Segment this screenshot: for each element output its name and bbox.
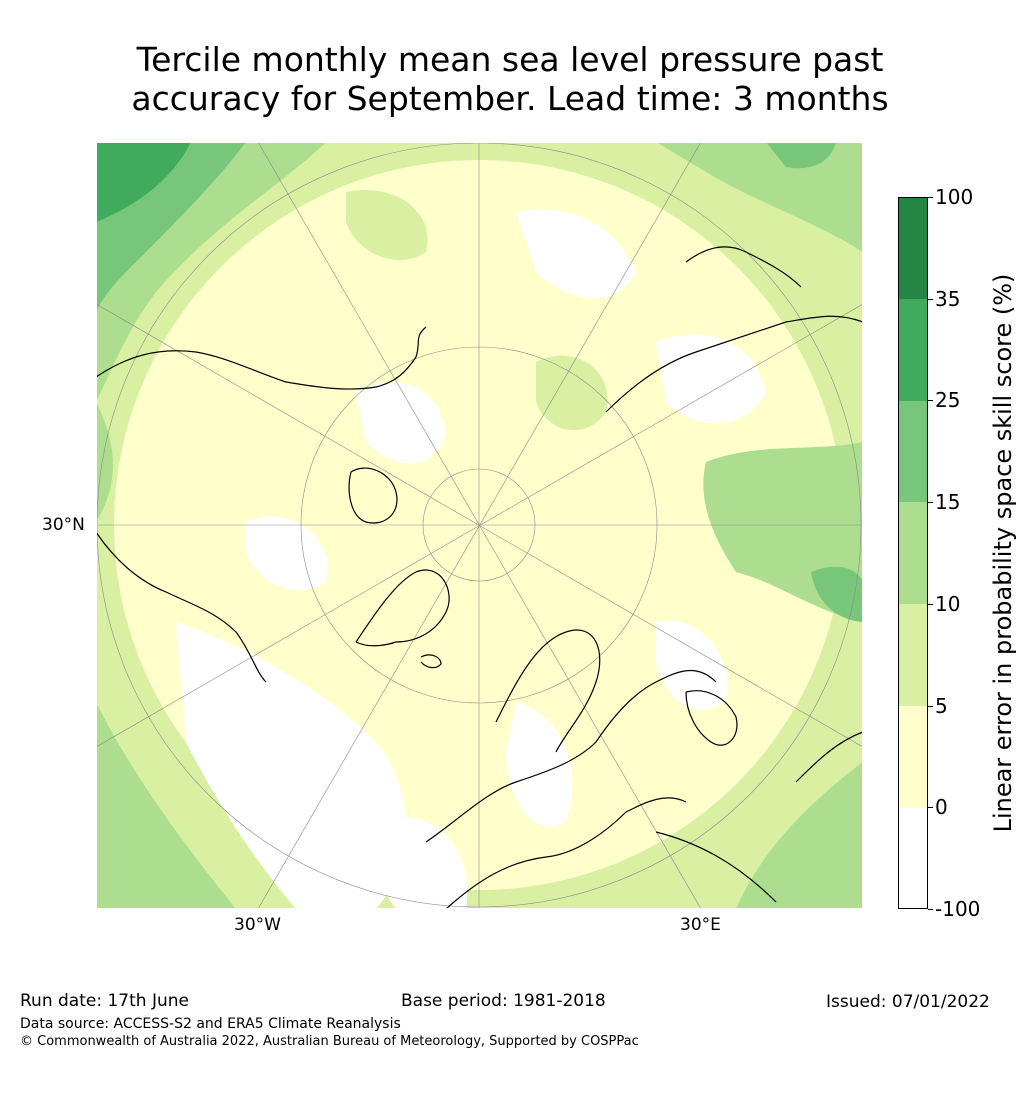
coast-asia-north bbox=[685, 246, 802, 288]
skill-negative-arctic bbox=[356, 382, 446, 464]
colorbar-tick-label: 0 bbox=[935, 795, 948, 819]
skill-negative-central-asia bbox=[656, 620, 728, 710]
title-line-1: Tercile monthly mean sea level pressure … bbox=[136, 40, 884, 79]
coast-greenland bbox=[355, 569, 450, 647]
skill-25-35-nw-region bbox=[96, 142, 191, 222]
skill-10-15-ne-region bbox=[656, 142, 863, 252]
polar-map bbox=[96, 142, 863, 909]
colorbar-border bbox=[898, 197, 928, 909]
coast-north-america-east bbox=[96, 531, 267, 683]
map-svg bbox=[96, 142, 863, 909]
skill-10-15-se-region bbox=[736, 642, 863, 909]
colorbar-tick-label: 25 bbox=[935, 388, 961, 412]
base-period: Base period: 1981-2018 bbox=[401, 991, 606, 1011]
colorbar-tick bbox=[928, 400, 933, 401]
issued-date: Issued: 07/01/2022 bbox=[826, 992, 990, 1012]
colorbar-tick-label: 10 bbox=[935, 592, 961, 616]
title-line-2: accuracy for September. Lead time: 3 mon… bbox=[131, 79, 889, 118]
coast-mediterranean bbox=[445, 797, 687, 909]
colorbar-tick bbox=[928, 807, 933, 808]
colorbar-tick-label: 5 bbox=[935, 694, 948, 718]
colorbar-tick-label: 100 bbox=[935, 185, 974, 209]
colorbar-tick bbox=[928, 604, 933, 605]
lon-label-30e: 30°E bbox=[680, 915, 721, 935]
coast-caspian bbox=[685, 690, 738, 746]
coast-scandinavia bbox=[495, 629, 601, 753]
coast-east-asia bbox=[795, 731, 863, 783]
data-source: Data source: ACCESS-S2 and ERA5 Climate … bbox=[20, 1016, 401, 1032]
colorbar bbox=[898, 197, 928, 910]
coast-alaska-canada bbox=[96, 326, 427, 390]
colorbar-segment bbox=[898, 298, 928, 401]
skill-10-15-west-region bbox=[96, 402, 113, 522]
map-edge bbox=[96, 142, 863, 909]
skill-5-10-north-patch bbox=[346, 190, 428, 261]
colorbar-segment bbox=[898, 603, 928, 706]
colorbar-segment bbox=[898, 502, 928, 605]
skill-negative-europe bbox=[506, 702, 573, 828]
colorbar-tick bbox=[928, 299, 933, 300]
colorbar-tick-label: 15 bbox=[935, 490, 961, 514]
coastlines bbox=[96, 246, 863, 909]
colorbar-tick bbox=[928, 706, 933, 707]
colorbar-tick-label: -100 bbox=[935, 897, 981, 921]
colorbar-segment bbox=[898, 400, 928, 503]
skill-15-25-east-patch bbox=[811, 566, 863, 622]
colorbar-title: Linear error in probability space skill … bbox=[989, 273, 1017, 833]
colorbar-tick-label: 35 bbox=[935, 287, 961, 311]
colorbar-segment bbox=[898, 197, 928, 299]
coast-siberia bbox=[605, 315, 863, 413]
colorbar-tick bbox=[928, 909, 933, 910]
meridian-60e-120w bbox=[96, 303, 863, 748]
skill-10-15-sw-region bbox=[96, 702, 236, 909]
coast-europe bbox=[425, 669, 717, 843]
coast-iceland bbox=[420, 654, 442, 669]
coast-hudson bbox=[348, 467, 398, 524]
skill-5-10-central-patch bbox=[536, 355, 608, 431]
colorbar-tick bbox=[928, 197, 933, 198]
skill-negative-siberia bbox=[516, 209, 636, 299]
colorbar-segment bbox=[898, 705, 928, 808]
run-date: Run date: 17th June bbox=[20, 991, 189, 1011]
chart-title: Tercile monthly mean sea level pressure … bbox=[0, 40, 1020, 118]
copyright: © Commonwealth of Australia 2022, Austra… bbox=[20, 1034, 639, 1049]
colorbar-segment bbox=[898, 807, 928, 910]
lat-label-30n: 30°N bbox=[42, 515, 85, 535]
skill-15-25-ne-patch bbox=[766, 142, 836, 169]
lon-label-30w: 30°W bbox=[234, 915, 281, 935]
skill-negative-south bbox=[372, 816, 468, 909]
skill-negative-atlantic bbox=[176, 622, 406, 909]
coast-arabia bbox=[655, 831, 777, 903]
colorbar-tick bbox=[928, 502, 933, 503]
